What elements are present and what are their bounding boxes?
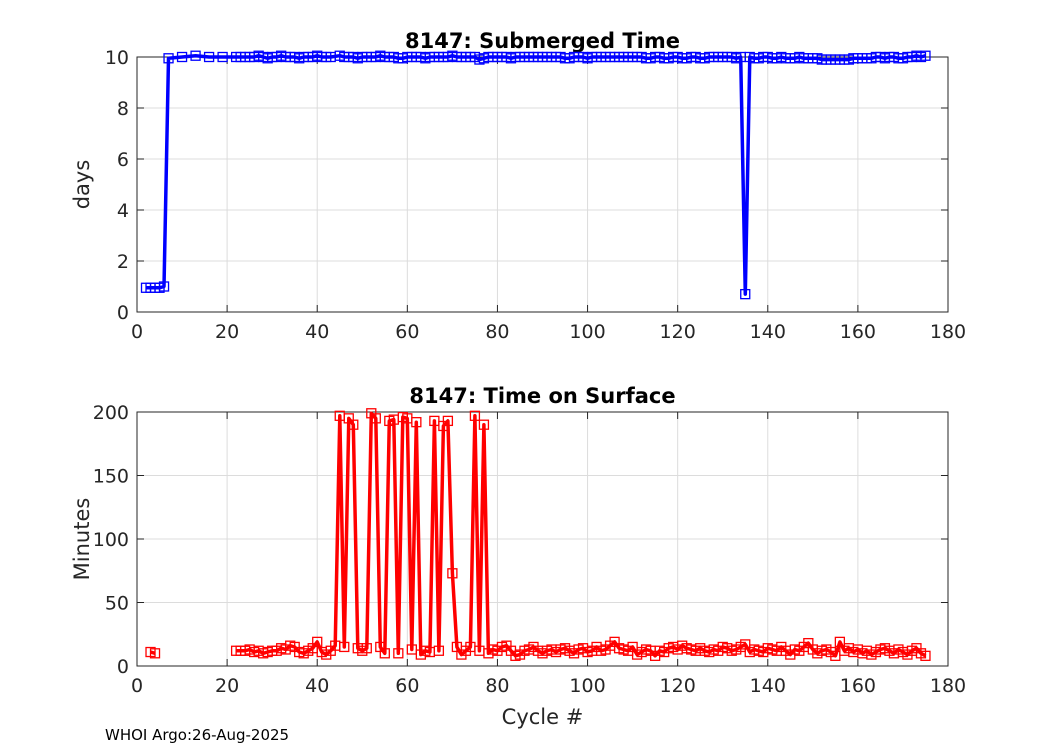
y-axis-label: days xyxy=(70,160,94,210)
y-tick-label: 10 xyxy=(105,47,129,69)
time-on-surface-chart: 0 20 40 60 80 100 120 140 160 180 0 50 100 150 200 8147… xyxy=(70,384,966,729)
data-point xyxy=(339,641,350,653)
x-tick-label: 0 xyxy=(131,321,143,343)
x-tick-label: 100 xyxy=(569,675,605,697)
data-point xyxy=(469,410,481,421)
x-tick-label: 40 xyxy=(305,321,329,343)
chart-title: 8147: Submerged Time xyxy=(405,29,680,53)
y-tick-label: 0 xyxy=(117,302,129,324)
data-point xyxy=(149,648,161,659)
data-point xyxy=(478,419,490,430)
y-tick-label: 100 xyxy=(93,529,129,551)
data-point xyxy=(442,415,454,427)
x-tick-label: 160 xyxy=(840,675,876,697)
data-point xyxy=(348,419,359,430)
y-tick-label: 4 xyxy=(117,200,129,222)
data-point xyxy=(217,51,228,63)
data-point xyxy=(447,568,458,579)
plot-area xyxy=(137,57,948,312)
x-tick-label: 40 xyxy=(305,675,329,697)
x-tick-label: 140 xyxy=(750,321,786,343)
data-point xyxy=(920,650,931,661)
data-point xyxy=(203,51,215,63)
data-point xyxy=(163,53,174,64)
data-point xyxy=(393,648,404,659)
data-point xyxy=(411,417,422,428)
x-tick-label: 160 xyxy=(840,321,876,343)
data-point xyxy=(190,50,201,61)
x-tick-label: 60 xyxy=(395,321,419,343)
x-tick-label: 120 xyxy=(660,321,696,343)
x-axis-label: Cycle # xyxy=(502,705,584,729)
data-point xyxy=(370,413,381,424)
data-point xyxy=(158,281,170,292)
x-tick-label: 20 xyxy=(215,675,239,697)
x-tick-label: 80 xyxy=(485,321,509,343)
series-line xyxy=(150,650,156,655)
x-tick-label: 100 xyxy=(569,321,605,343)
x-tick-label: 180 xyxy=(930,321,966,343)
data-point xyxy=(920,50,931,61)
x-tick-label: 140 xyxy=(750,675,786,697)
y-axis-label: Minutes xyxy=(70,498,94,581)
data-point xyxy=(176,51,188,63)
data-point xyxy=(379,648,390,659)
data-point xyxy=(740,288,751,300)
y-tick-label: 0 xyxy=(117,656,129,678)
x-tick-label: 0 xyxy=(131,675,143,697)
x-tick-label: 80 xyxy=(485,675,509,697)
y-tick-label: 6 xyxy=(117,149,129,171)
y-tick-label: 200 xyxy=(93,402,129,424)
y-tick-label: 150 xyxy=(93,466,129,488)
x-tick-label: 20 xyxy=(215,321,239,343)
y-tick-label: 50 xyxy=(105,593,129,615)
y-tick-label: 2 xyxy=(117,251,129,273)
submerged-time-chart: 0 20 40 60 80 100 120 140 160 180 0 2 4 6 8 10 8147: Sub… xyxy=(70,29,966,343)
x-tick-label: 60 xyxy=(395,675,419,697)
x-tick-label: 180 xyxy=(930,675,966,697)
data-point xyxy=(312,636,323,648)
data-point xyxy=(433,645,445,656)
data-point xyxy=(361,643,372,654)
chart-title: 8147: Time on Surface xyxy=(409,384,675,408)
y-tick-label: 8 xyxy=(117,98,129,120)
x-tick-label: 120 xyxy=(660,675,696,697)
footer-credit: WHOI Argo:26-Aug-2025 xyxy=(105,726,290,744)
series-line xyxy=(236,411,927,658)
